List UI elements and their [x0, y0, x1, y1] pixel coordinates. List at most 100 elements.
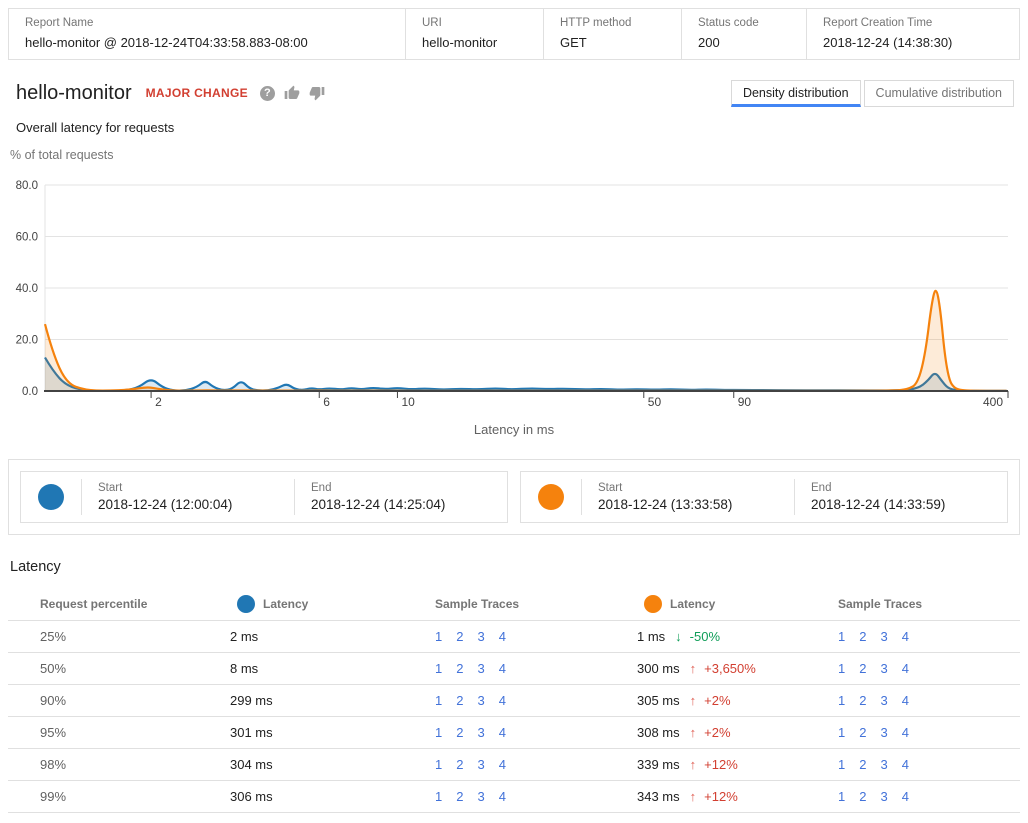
baseline-latency-value: 306 ms [230, 789, 273, 804]
percentile-cell: 90% [40, 693, 67, 708]
sample-trace-link[interactable]: 3 [477, 725, 485, 740]
divider [81, 479, 82, 515]
sample-trace-link[interactable]: 2 [859, 789, 867, 804]
col-header-label: Latency [263, 596, 309, 611]
sample-trace-link[interactable]: 3 [880, 789, 888, 804]
trend-arrow-icon: ↑ [689, 789, 697, 804]
sample-trace-link[interactable]: 1 [838, 789, 846, 804]
legend-start: Start 2018-12-24 (13:33:58) [582, 482, 794, 512]
end-value: 2018-12-24 (14:33:59) [811, 497, 946, 512]
baseline-latency-value: 8 ms [230, 661, 259, 676]
sample-trace-link[interactable]: 4 [901, 693, 909, 708]
page-title: hello-monitor [16, 81, 132, 104]
sample-trace-link[interactable]: 4 [901, 789, 909, 804]
sample-trace-link[interactable]: 2 [859, 629, 867, 644]
sample-trace-link[interactable]: 3 [477, 757, 485, 772]
sample-trace-link[interactable]: 1 [838, 661, 846, 676]
title-icons: ? [259, 85, 325, 101]
sample-trace-link[interactable]: 2 [456, 757, 464, 772]
percentile-cell: 50% [40, 661, 67, 676]
sample-trace-link[interactable]: 4 [498, 757, 506, 772]
tab-cumulative-distribution[interactable]: Cumulative distribution [863, 79, 1014, 107]
sample-trace-link[interactable]: 2 [859, 757, 867, 772]
report-meta-strip: Report Name hello-monitor @ 2018-12-24T0… [8, 8, 1020, 60]
legend-end: End 2018-12-24 (14:25:04) [295, 482, 507, 512]
change-percent: -50% [689, 629, 721, 644]
sample-trace-link[interactable]: 4 [901, 629, 909, 644]
sample-trace-link[interactable]: 1 [435, 789, 443, 804]
comparison-latency-cell: 1 ms ↓ -50% [637, 629, 838, 644]
tab-density-distribution[interactable]: Density distribution [730, 79, 861, 107]
meta-value: 200 [698, 35, 720, 50]
sample-trace-link[interactable]: 3 [880, 693, 888, 708]
sample-trace-link[interactable]: 3 [477, 661, 485, 676]
sample-trace-link[interactable]: 2 [456, 629, 464, 644]
legend-card-comparison: Start 2018-12-24 (13:33:58) End 2018-12-… [520, 471, 1008, 523]
sample-trace-link[interactable]: 4 [901, 757, 909, 772]
x-tick-label: 2 [155, 395, 162, 408]
sample-trace-link[interactable]: 4 [498, 725, 506, 740]
thumbs-down-icon[interactable] [309, 85, 325, 101]
sample-trace-link[interactable]: 1 [435, 693, 443, 708]
sample-trace-link[interactable]: 4 [901, 725, 909, 740]
sample-trace-link[interactable]: 4 [901, 661, 909, 676]
comparison-latency-value: 305 ms [637, 693, 680, 708]
latency-density-chart: 0.0 20.0 40.0 60.0 80.0 2 6 10 50 90 400 [16, 180, 1009, 409]
baseline-series-area [45, 357, 1007, 391]
sample-trace-link[interactable]: 1 [838, 757, 846, 772]
sample-trace-link[interactable]: 1 [435, 661, 443, 676]
meta-label: Report Name [25, 17, 94, 29]
help-icon[interactable]: ? [259, 85, 275, 101]
sample-trace-link[interactable]: 2 [456, 661, 464, 676]
comparison-series-dot-icon [644, 594, 662, 613]
sample-trace-link[interactable]: 1 [435, 725, 443, 740]
trend-arrow-icon: ↑ [689, 661, 697, 676]
sample-trace-link[interactable]: 2 [859, 661, 867, 676]
sample-trace-link[interactable]: 2 [859, 725, 867, 740]
thumbs-up-icon[interactable] [284, 85, 300, 101]
sample-trace-link[interactable]: 3 [477, 693, 485, 708]
percentile-cell: 99% [40, 789, 67, 804]
trend-arrow-icon: ↑ [689, 757, 697, 772]
sample-trace-link[interactable]: 3 [477, 789, 485, 804]
y-tick-label: 80.0 [16, 180, 38, 192]
sample-trace-link[interactable]: 4 [498, 693, 506, 708]
sample-trace-link[interactable]: 1 [435, 757, 443, 772]
sample-trace-link[interactable]: 3 [880, 757, 888, 772]
x-tick-label: 90 [738, 395, 752, 408]
sample-trace-link[interactable]: 1 [435, 629, 443, 644]
sample-trace-link[interactable]: 2 [456, 789, 464, 804]
sample-trace-link[interactable]: 4 [498, 789, 506, 804]
sample-trace-link[interactable]: 3 [880, 629, 888, 644]
sample-trace-link[interactable]: 2 [456, 693, 464, 708]
meta-value: GET [560, 35, 587, 50]
latency-table-header: Request percentile Latency Sample Traces… [8, 587, 1020, 621]
sample-trace-link[interactable]: 1 [838, 725, 846, 740]
sample-trace-link[interactable]: 4 [498, 629, 506, 644]
col-header-percentile: Request percentile [40, 596, 148, 611]
chart-wrap: 0.0 20.0 40.0 60.0 80.0 2 6 10 50 90 400 [8, 172, 1020, 413]
comparison-latency-value: 1 ms [637, 629, 666, 644]
baseline-latency-value: 301 ms [230, 725, 273, 740]
sample-trace-link[interactable]: 3 [880, 661, 888, 676]
sample-trace-link[interactable]: 1 [838, 629, 846, 644]
sample-trace-link[interactable]: 2 [859, 693, 867, 708]
sample-trace-link[interactable]: 4 [498, 661, 506, 676]
sample-trace-link[interactable]: 3 [477, 629, 485, 644]
sample-trace-link[interactable]: 1 [838, 693, 846, 708]
meta-label: URI [422, 17, 442, 29]
series-legend: Start 2018-12-24 (12:00:04) End 2018-12-… [8, 459, 1020, 535]
sample-trace-link[interactable]: 3 [880, 725, 888, 740]
comparison-latency-cell: 300 ms ↑ +3,650% [637, 661, 838, 676]
baseline-series-dot-icon [38, 484, 64, 510]
sample-trace-link[interactable]: 2 [456, 725, 464, 740]
